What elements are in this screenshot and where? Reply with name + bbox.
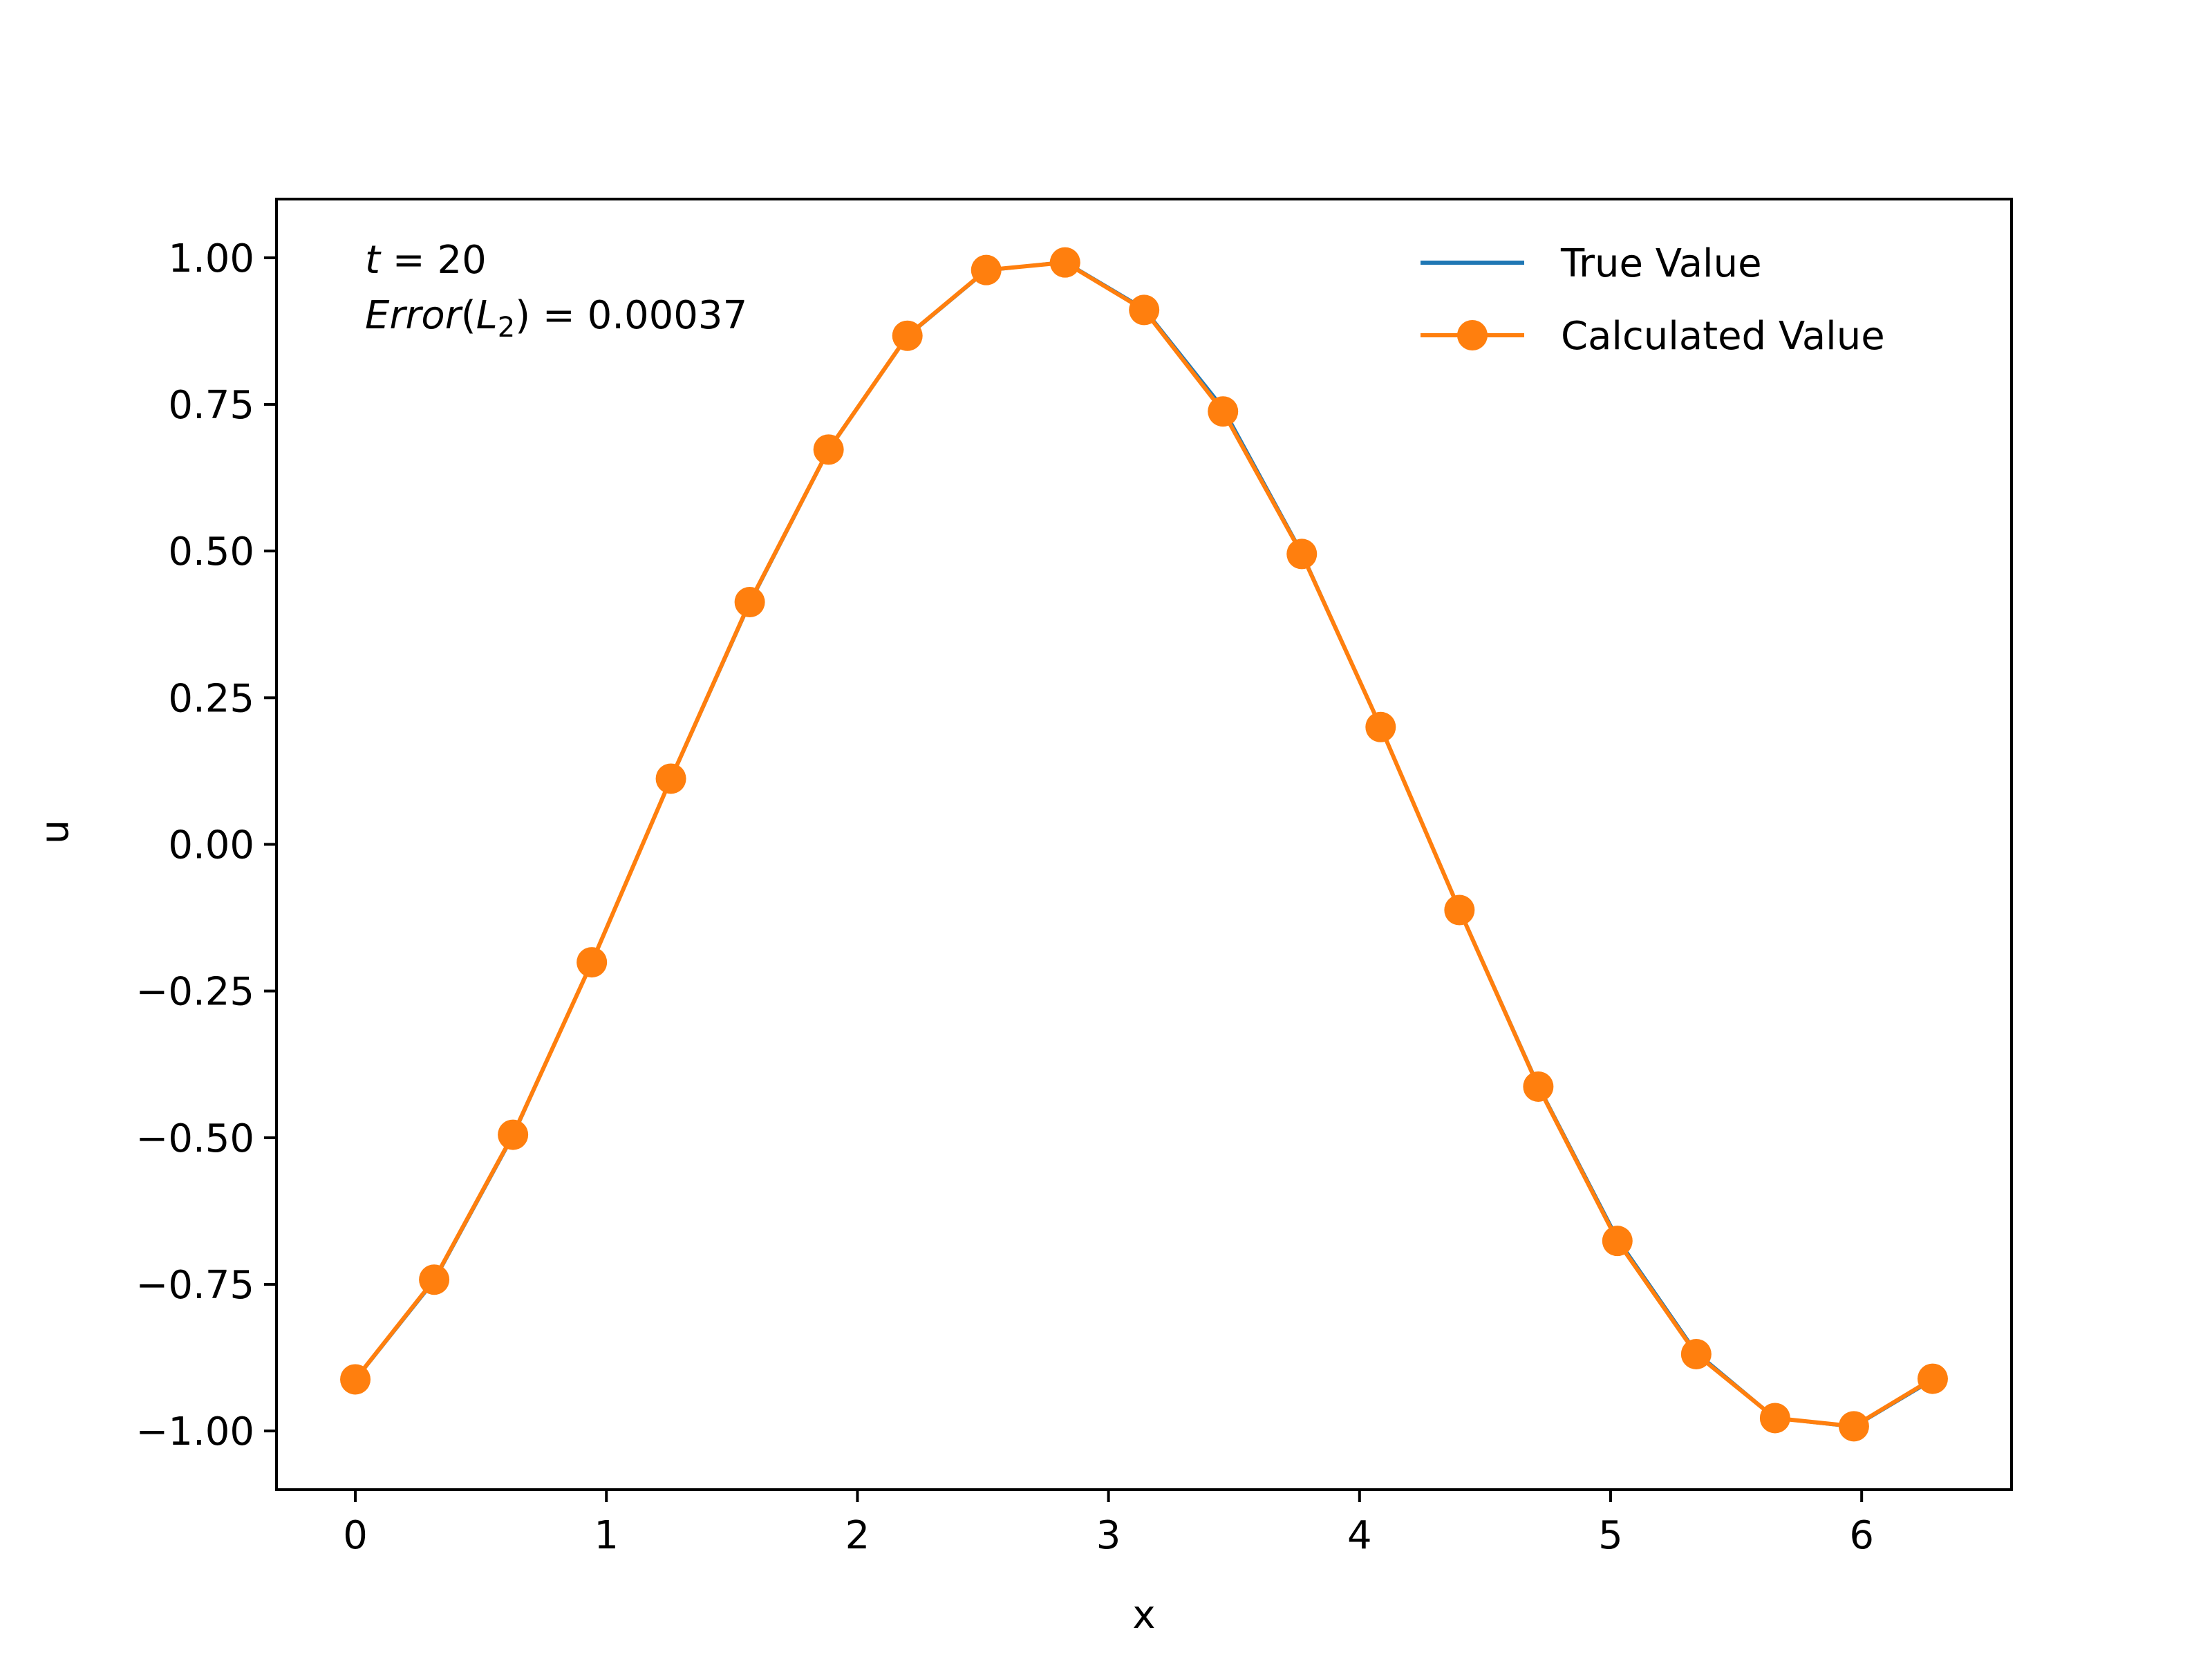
x-tick-label: 5 bbox=[1598, 1513, 1623, 1558]
error-close-paren: ) bbox=[515, 293, 530, 338]
data-point-calculated-value bbox=[498, 1119, 529, 1150]
error-norm-subscript: 2 bbox=[498, 312, 515, 344]
legend-label-true-value: True Value bbox=[1560, 241, 1762, 286]
data-point-calculated-value bbox=[1838, 1411, 1869, 1442]
data-point-calculated-value bbox=[655, 763, 686, 794]
error-value: = 0.00037 bbox=[530, 293, 747, 338]
legend-label-calculated-value: Calculated Value bbox=[1561, 314, 1885, 359]
data-point-calculated-value bbox=[1602, 1226, 1633, 1257]
y-tick-label: −0.50 bbox=[135, 1116, 254, 1161]
data-point-calculated-value bbox=[1680, 1338, 1712, 1369]
y-axis: 1.00 0.75 0.50 0.25 0.00 −0.25 −0.50 −0.75 −1.00 bbox=[135, 236, 276, 1454]
time-value: = 20 bbox=[380, 238, 487, 283]
data-point-calculated-value bbox=[813, 434, 844, 465]
series-layer bbox=[340, 247, 1948, 1442]
data-point-calculated-value bbox=[1444, 894, 1475, 926]
data-point-calculated-value bbox=[340, 1364, 371, 1395]
x-axis: 0 1 2 3 4 5 6 bbox=[343, 1490, 1874, 1558]
data-point-calculated-value bbox=[1917, 1363, 1948, 1394]
legend-marker-calculated-value bbox=[1457, 320, 1488, 350]
data-point-calculated-value bbox=[1208, 396, 1239, 427]
data-point-calculated-value bbox=[892, 320, 923, 351]
y-tick-label: 1.00 bbox=[168, 236, 254, 281]
error-annotation: Error(L2) = 0.00037 bbox=[365, 293, 747, 344]
x-tick-label: 0 bbox=[343, 1513, 368, 1558]
data-point-calculated-value bbox=[1759, 1403, 1790, 1434]
y-tick-label: −1.00 bbox=[135, 1409, 254, 1454]
x-tick-label: 2 bbox=[845, 1513, 870, 1558]
y-axis-label: u bbox=[32, 820, 77, 845]
x-tick-label: 3 bbox=[1096, 1513, 1121, 1558]
data-point-calculated-value bbox=[577, 947, 608, 978]
error-word: Error bbox=[365, 293, 463, 338]
x-tick-label: 6 bbox=[1849, 1513, 1874, 1558]
data-point-calculated-value bbox=[1286, 538, 1318, 570]
y-tick-label: 0.75 bbox=[168, 383, 254, 428]
data-point-calculated-value bbox=[734, 587, 765, 618]
error-open-paren: ( bbox=[461, 293, 476, 338]
data-point-calculated-value bbox=[1365, 711, 1396, 742]
y-tick-label: 0.00 bbox=[168, 823, 254, 868]
y-tick-label: −0.25 bbox=[135, 970, 254, 1015]
plot-area bbox=[276, 199, 2012, 1490]
data-point-calculated-value bbox=[1523, 1071, 1554, 1102]
x-axis-label: x bbox=[1132, 1593, 1155, 1638]
x-tick-label: 4 bbox=[1347, 1513, 1372, 1558]
y-tick-label: 0.25 bbox=[168, 676, 254, 721]
data-point-calculated-value bbox=[419, 1264, 450, 1295]
y-tick-label: 0.50 bbox=[168, 529, 254, 574]
x-tick-label: 1 bbox=[594, 1513, 619, 1558]
time-variable: t bbox=[365, 238, 382, 283]
error-norm-letter: L bbox=[476, 293, 498, 338]
legend: True Value Calculated Value bbox=[1421, 241, 1885, 359]
data-point-calculated-value bbox=[1049, 247, 1080, 278]
y-tick-label: −0.75 bbox=[135, 1263, 254, 1308]
data-point-calculated-value bbox=[1129, 294, 1160, 326]
data-point-calculated-value bbox=[971, 254, 1002, 285]
time-annotation: t = 20 bbox=[365, 238, 487, 283]
